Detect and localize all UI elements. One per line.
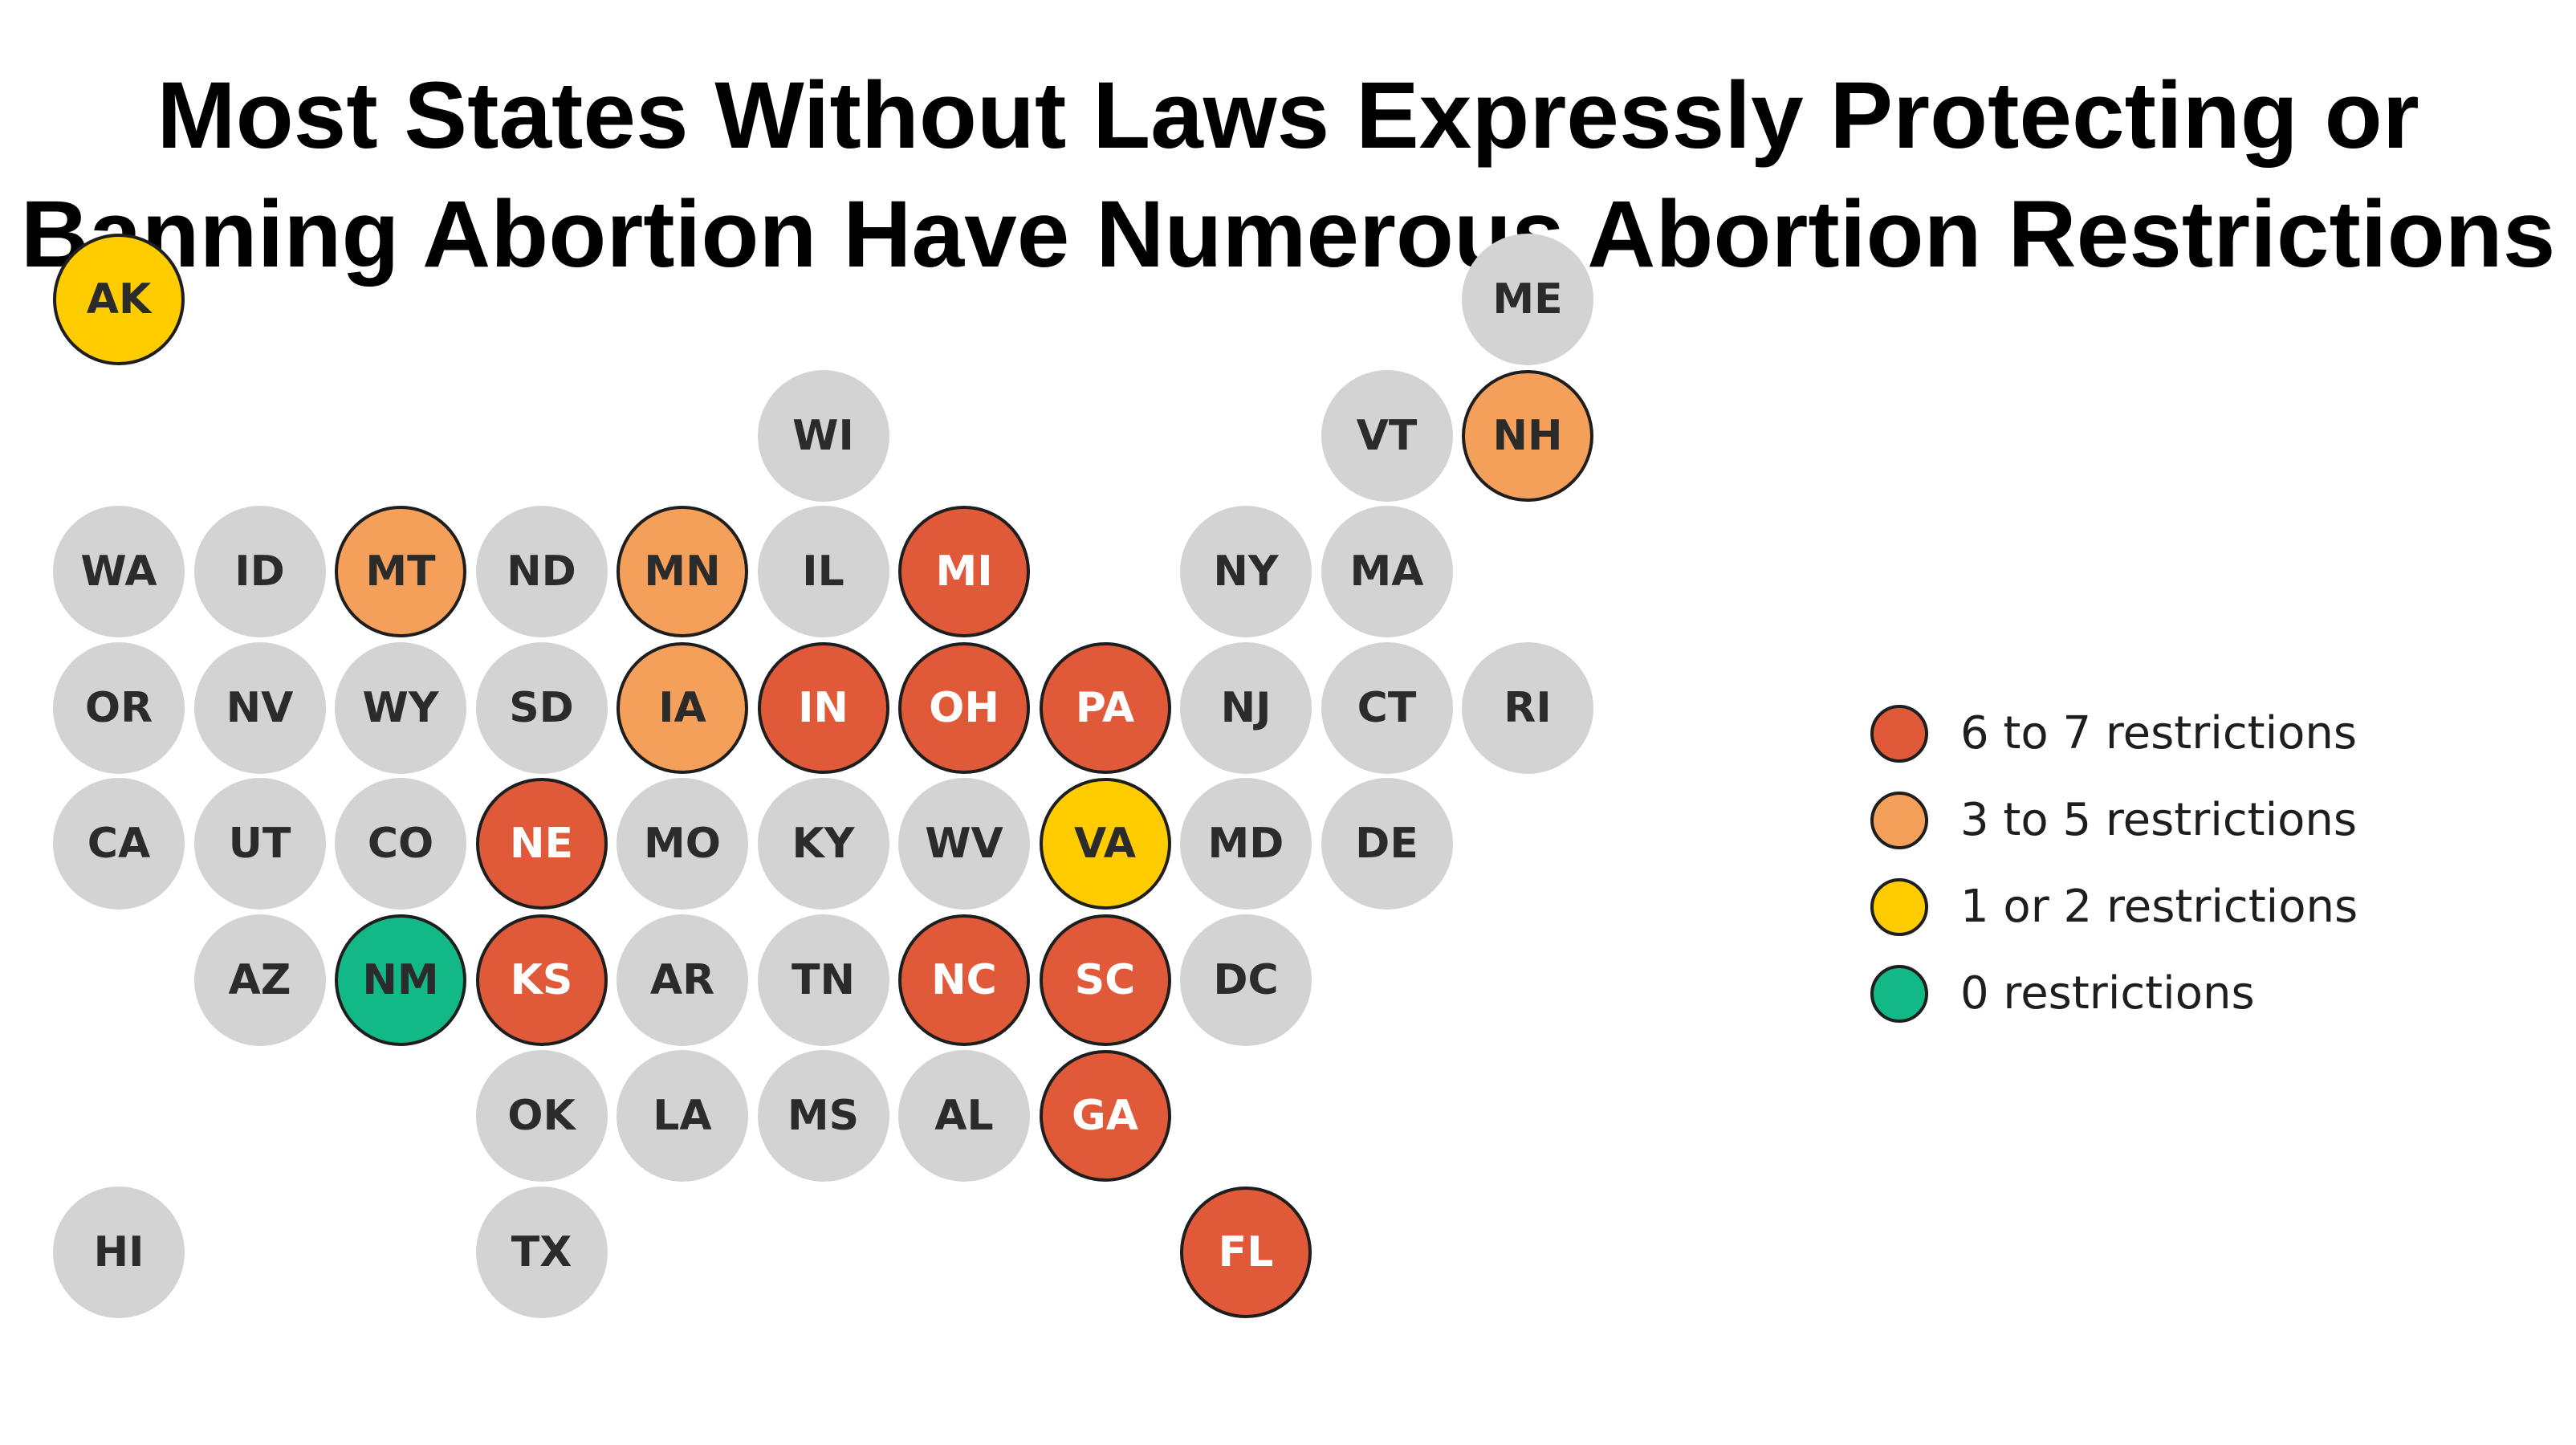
state-tile-or: OR (53, 641, 185, 774)
state-tile-al: AL (898, 1050, 1030, 1182)
state-tile-az: AZ (193, 914, 326, 1046)
state-tile-mi: MI (898, 506, 1030, 637)
legend-label: 3 to 5 restrictions (1960, 794, 2358, 846)
state-tile-sd: SD (475, 641, 608, 774)
state-tile-nm: NM (335, 914, 466, 1046)
legend-label: 1 or 2 restrictions (1960, 881, 2358, 933)
legend-label: 0 restrictions (1960, 967, 2255, 1020)
state-tile-wy: WY (335, 641, 466, 774)
state-tile-dc: DC (1180, 914, 1312, 1046)
legend-swatch (1870, 705, 1928, 763)
legend-item: 1 or 2 restrictions (1870, 872, 2513, 936)
state-tile-ga: GA (1039, 1050, 1171, 1182)
state-tile-ky: KY (757, 778, 889, 910)
state-tile-de: DE (1321, 778, 1453, 910)
legend-item: 0 restrictions (1870, 959, 2513, 1023)
state-tile-in: IN (757, 641, 889, 774)
state-tile-il: IL (757, 506, 889, 637)
state-tile-ak: AK (53, 234, 185, 365)
state-tile-wv: WV (898, 778, 1030, 910)
state-tile-ri: RI (1462, 641, 1593, 774)
state-tile-ca: CA (53, 778, 185, 910)
state-tile-ar: AR (617, 914, 748, 1046)
legend-label: 6 to 7 restrictions (1960, 707, 2358, 759)
state-tile-nv: NV (193, 641, 326, 774)
state-tile-va: VA (1039, 778, 1171, 910)
state-tile-id: ID (193, 506, 326, 637)
state-tile-ny: NY (1180, 506, 1312, 637)
state-tile-ms: MS (757, 1050, 889, 1182)
state-tile-co: CO (335, 778, 466, 910)
legend-item: 3 to 5 restrictions (1870, 785, 2513, 849)
state-tile-oh: OH (898, 641, 1030, 774)
legend-swatch (1870, 878, 1928, 936)
state-tile-hi: HI (53, 1186, 185, 1318)
state-tile-me: ME (1462, 234, 1593, 365)
state-tile-tn: TN (757, 914, 889, 1046)
chart-title: Most States Without Laws Expressly Prote… (0, 56, 2576, 294)
state-tile-nj: NJ (1180, 641, 1312, 774)
state-tile-ia: IA (617, 641, 748, 774)
state-tile-ok: OK (475, 1050, 608, 1182)
state-tile-ks: KS (475, 914, 608, 1046)
state-tile-mo: MO (617, 778, 748, 910)
chart-title-line-2: Banning Abortion Have Numerous Abortion … (20, 181, 2556, 287)
state-tile-vt: VT (1321, 369, 1453, 502)
chart-title-line-1: Most States Without Laws Expressly Prote… (157, 63, 2419, 169)
state-tile-nc: NC (898, 914, 1030, 1046)
state-tile-ct: CT (1321, 641, 1453, 774)
state-tile-ma: MA (1321, 506, 1453, 637)
state-tile-nh: NH (1462, 369, 1593, 502)
state-tile-ne: NE (475, 778, 608, 910)
state-tile-ut: UT (193, 778, 326, 910)
state-tile-md: MD (1180, 778, 1312, 910)
state-tile-wi: WI (757, 369, 889, 502)
legend-swatch (1870, 965, 1928, 1023)
state-tile-mn: MN (617, 506, 748, 637)
legend-swatch (1870, 792, 1928, 849)
state-tile-sc: SC (1039, 914, 1171, 1046)
state-tile-mt: MT (335, 506, 466, 637)
state-tile-la: LA (617, 1050, 748, 1182)
state-tile-nd: ND (475, 506, 608, 637)
state-tile-wa: WA (53, 506, 185, 637)
state-tile-map: AK ME WI VT NH WA ID MT ND MN IL MI NY MA OR NV WY SD IA IN… (53, 234, 1593, 1318)
legend: 6 to 7 restrictions 3 to 5 restrictions 1 … (1870, 698, 2513, 1052)
state-tile-pa: PA (1039, 641, 1171, 774)
legend-item: 6 to 7 restrictions (1870, 698, 2513, 763)
state-tile-fl: FL (1180, 1186, 1312, 1318)
state-tile-tx: TX (475, 1186, 608, 1318)
